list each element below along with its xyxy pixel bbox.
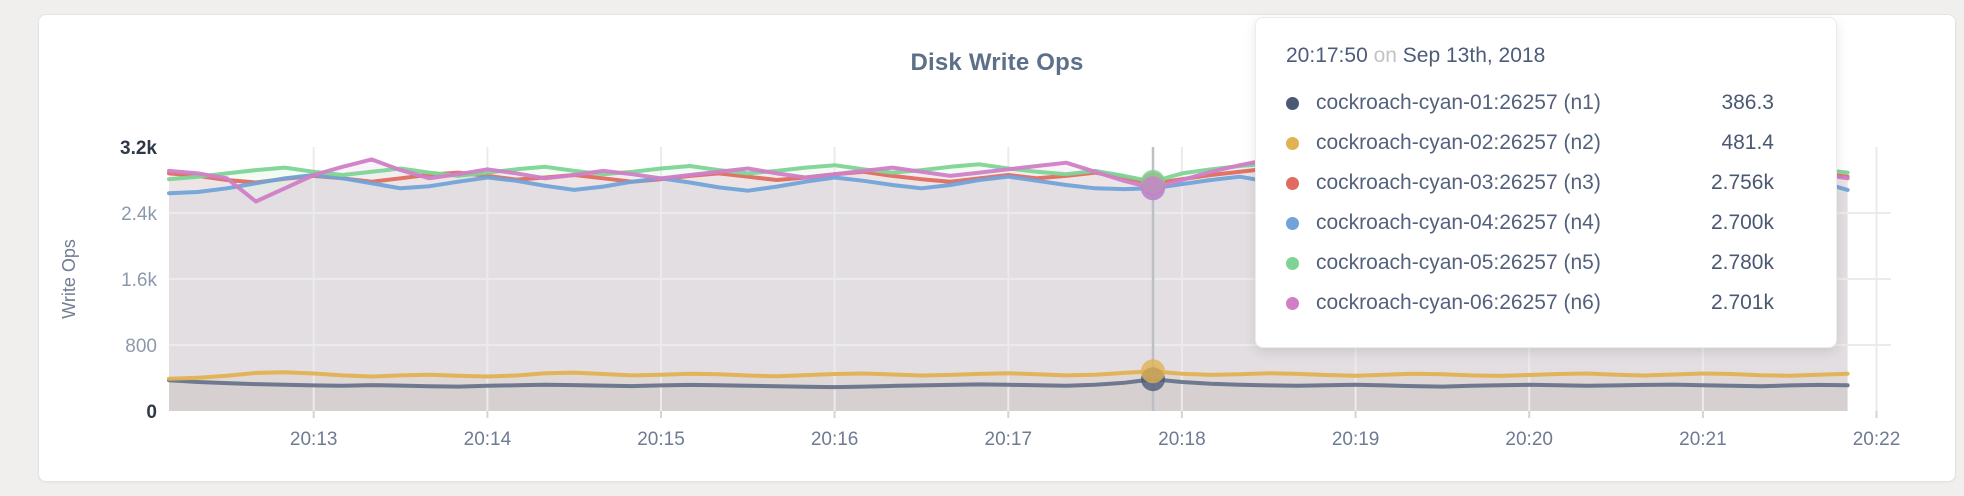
- tooltip-conjunction: on: [1373, 44, 1397, 67]
- tooltip-timestamp: 20:17:50 on Sep 13th, 2018: [1256, 44, 1836, 68]
- series-color-dot-icon: [1286, 136, 1299, 150]
- y-tick-label-2.4k: 2.4k: [121, 204, 157, 225]
- series-color-dot-icon: [1286, 256, 1299, 270]
- hover-dot-n2: [1141, 359, 1165, 384]
- tooltip-series-value: 2.701k: [1710, 291, 1774, 314]
- y-tick-label-1.6k: 1.6k: [121, 270, 157, 291]
- y-tick-label-800: 800: [125, 336, 157, 357]
- series-line-n1: [167, 377, 1850, 390]
- tooltip-series-list: cockroach-cyan-01:26257 (n1) 386.3 cockroa…: [1256, 83, 1836, 323]
- series-color-dot-icon: [1286, 216, 1299, 230]
- tooltip-row-6: cockroach-cyan-06:26257 (n6) 2.701k: [1256, 283, 1836, 323]
- x-tick-label-20:21: 20:21: [1679, 429, 1727, 450]
- tooltip-series-value: 2.780k: [1710, 251, 1774, 274]
- tooltip-row-3: cockroach-cyan-03:26257 (n3) 2.756k: [1256, 163, 1836, 203]
- x-tick-label-20:18: 20:18: [1158, 429, 1206, 450]
- x-tick-label-20:16: 20:16: [811, 429, 859, 450]
- series-color-dot-icon: [1286, 176, 1299, 190]
- tooltip-time: 20:17:50: [1286, 44, 1368, 67]
- x-tick-label-20:14: 20:14: [464, 429, 512, 450]
- y-tick-label-3.2k: 3.2k: [120, 138, 157, 159]
- tooltip-series-value: 386.3: [1721, 91, 1774, 114]
- tooltip-series-name: cockroach-cyan-06:26257 (n6): [1316, 291, 1601, 314]
- x-tick-label-20:17: 20:17: [985, 429, 1033, 450]
- tooltip-series-value: 2.756k: [1710, 171, 1774, 194]
- x-tick-label-20:22: 20:22: [1853, 429, 1901, 450]
- tooltip-series-value: 2.700k: [1710, 211, 1774, 234]
- x-tick-label-20:15: 20:15: [637, 429, 685, 450]
- y-axis-title: Write Ops: [59, 239, 79, 319]
- series-color-dot-icon: [1286, 96, 1299, 110]
- tooltip-series-value: 481.4: [1721, 131, 1774, 154]
- x-tick-label-20:19: 20:19: [1332, 429, 1380, 450]
- series-color-dot-icon: [1286, 296, 1299, 310]
- series-line-n2: [167, 369, 1850, 381]
- tooltip-series-name: cockroach-cyan-05:26257 (n5): [1316, 251, 1601, 274]
- tooltip-series-name: cockroach-cyan-01:26257 (n1): [1316, 91, 1601, 114]
- tooltip-row-4: cockroach-cyan-04:26257 (n4) 2.700k: [1256, 203, 1836, 243]
- hover-dot-n6: [1141, 176, 1165, 201]
- hover-group: [1141, 147, 1165, 411]
- axis-labels-group: 20:13 20:14 20:15 20:16 20:17 20:18 20:19 20:20…: [59, 138, 1900, 450]
- tooltip-series-name: cockroach-cyan-03:26257 (n3): [1316, 171, 1601, 194]
- chart-title: Disk Write Ops: [910, 49, 1084, 76]
- x-tick-label-20:20: 20:20: [1505, 429, 1553, 450]
- tooltip-row-1: cockroach-cyan-01:26257 (n1) 386.3: [1256, 83, 1836, 123]
- y-tick-label-0: 0: [146, 402, 157, 423]
- tooltip-series-name: cockroach-cyan-02:26257 (n2): [1316, 131, 1601, 154]
- chart-card: Disk Write Ops 20:13 20:14 20:15 20:16 20:17…: [38, 14, 1956, 482]
- hover-tooltip: 20:17:50 on Sep 13th, 2018 cockroach-cya…: [1255, 17, 1837, 348]
- tooltip-date: Sep 13th, 2018: [1402, 44, 1546, 67]
- tooltip-row-5: cockroach-cyan-05:26257 (n5) 2.780k: [1256, 243, 1836, 283]
- tooltip-series-name: cockroach-cyan-04:26257 (n4): [1316, 211, 1601, 234]
- tooltip-row-2: cockroach-cyan-02:26257 (n2) 481.4: [1256, 123, 1836, 163]
- x-tick-label-20:13: 20:13: [290, 429, 338, 450]
